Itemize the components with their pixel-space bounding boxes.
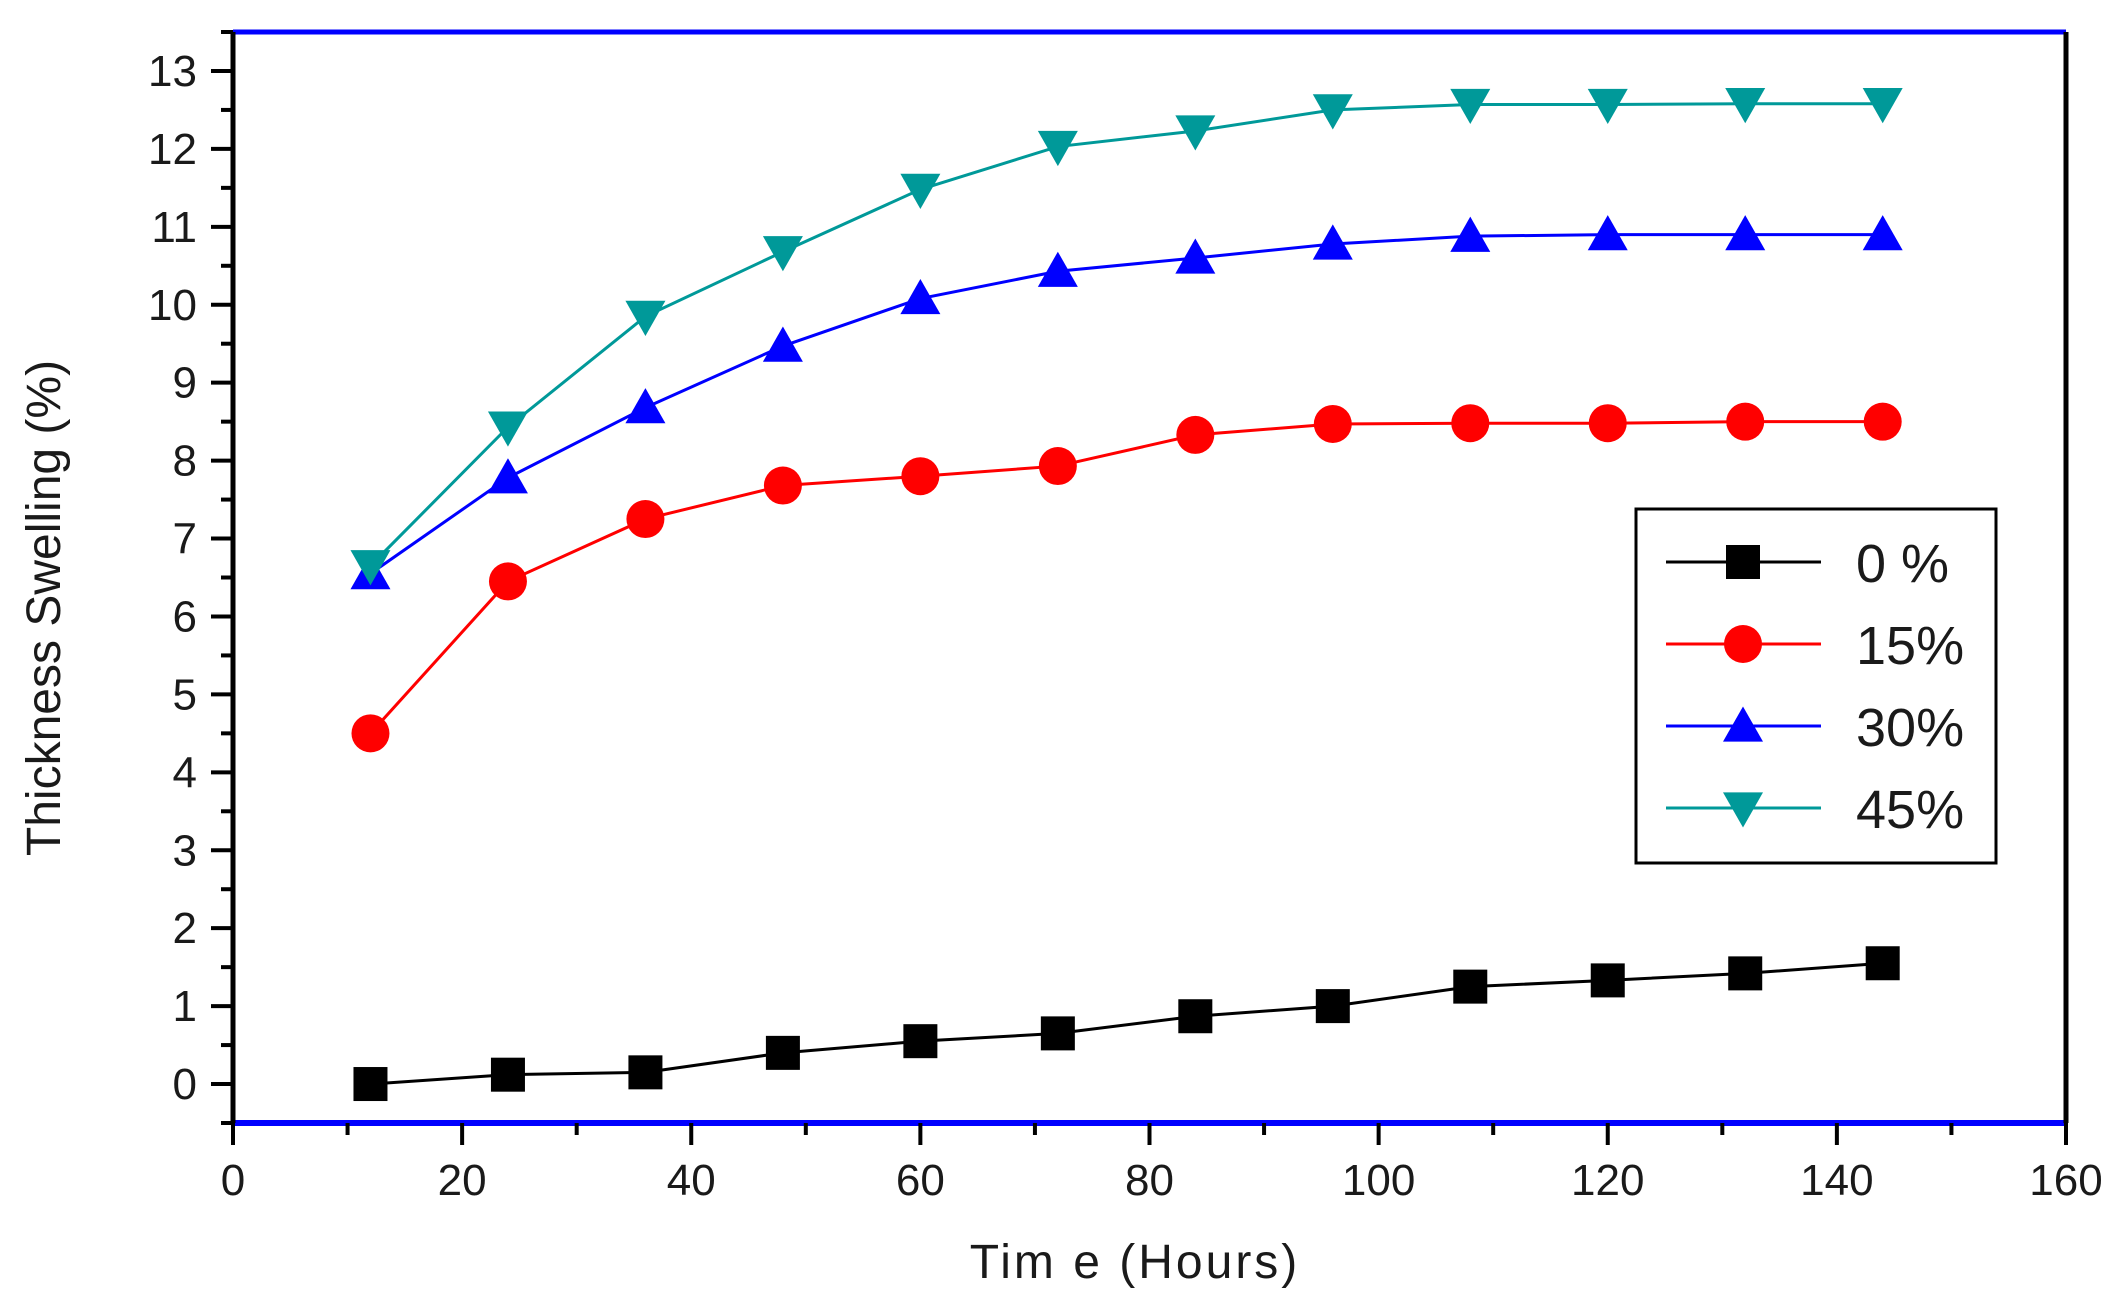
data-point [1038, 447, 1077, 486]
y-tick-label: 9 [173, 359, 197, 408]
legend-label: 30% [1856, 698, 1964, 758]
data-point [1726, 402, 1765, 441]
x-tick-label: 60 [896, 1156, 945, 1205]
data-point [900, 173, 941, 209]
legend-marker [1726, 545, 1760, 579]
y-tick-label: 3 [173, 826, 197, 875]
data-point [762, 236, 803, 272]
data-point [1175, 238, 1216, 274]
data-point [488, 562, 527, 601]
data-point [763, 466, 802, 505]
data-point [1176, 415, 1215, 454]
data-point [1451, 404, 1490, 443]
data-point [1178, 999, 1213, 1034]
y-tick-label: 12 [148, 125, 197, 174]
x-tick-label: 80 [1125, 1156, 1174, 1205]
legend-box [1634, 507, 1998, 865]
legend-marker [1723, 792, 1763, 828]
data-point [1175, 115, 1216, 151]
data-point [903, 1024, 938, 1059]
data-point [1588, 404, 1627, 443]
data-point [1453, 969, 1488, 1004]
data-point [1862, 215, 1903, 251]
data-point [1040, 1016, 1075, 1051]
data-point [626, 500, 665, 539]
y-tick-label: 11 [151, 203, 197, 252]
data-point [350, 550, 391, 586]
y-tick-label: 0 [173, 1060, 197, 1109]
data-point [1862, 88, 1903, 124]
series-line [369, 102, 1883, 567]
x-axis-title: Tim e (Hours) [970, 1236, 1301, 1289]
data-point [765, 1035, 800, 1070]
x-tick-label: 140 [1800, 1156, 1873, 1205]
series-line [369, 233, 1883, 575]
data-point [1587, 88, 1628, 125]
data-point [762, 326, 803, 362]
series-line [370, 961, 1883, 1086]
data-point [900, 278, 941, 315]
series-0 [353, 946, 1900, 1102]
legend-label: 15% [1856, 616, 1964, 676]
legend-marker [1723, 706, 1763, 742]
data-point [1450, 88, 1491, 125]
data-point [1728, 956, 1763, 991]
x-tick-label: 20 [438, 1156, 487, 1205]
data-point [351, 714, 390, 753]
series-1 [351, 402, 1902, 753]
y-tick-label: 4 [173, 748, 197, 797]
y-tick-label: 8 [173, 437, 197, 486]
y-tick-label: 6 [173, 592, 197, 641]
x-tick-label: 160 [2029, 1156, 2102, 1205]
data-point [1725, 88, 1766, 124]
legend: 0 % 15% 30% 45% [1634, 507, 1998, 865]
data-point [628, 1055, 663, 1090]
legend-label: 45% [1856, 780, 1964, 840]
x-tick-label: 120 [1571, 1156, 1644, 1205]
data-point [1590, 963, 1625, 998]
data-point [1315, 989, 1350, 1024]
data-point [1865, 946, 1900, 981]
data-point [1312, 94, 1353, 130]
y-tick-label: 2 [173, 904, 197, 953]
data-point [901, 457, 940, 496]
y-tick-label: 7 [173, 515, 197, 564]
legend-marker [1724, 625, 1762, 663]
data-point [1037, 130, 1078, 167]
series-layer [350, 88, 1903, 1102]
x-tick-label: 0 [221, 1156, 245, 1205]
x-tick-label: 40 [667, 1156, 716, 1205]
data-point [1450, 216, 1491, 252]
y-tick-label: 13 [148, 47, 197, 96]
data-point [625, 300, 666, 336]
data-point [487, 458, 528, 494]
series-2 [350, 215, 1903, 590]
data-point [1587, 215, 1628, 251]
y-axis-title: Thickness Swelling (%) [18, 360, 71, 856]
data-point [353, 1067, 388, 1102]
series-3 [350, 88, 1903, 586]
data-point [1037, 251, 1078, 287]
legend-label: 0 % [1856, 534, 1949, 594]
data-point [1863, 402, 1902, 441]
x-tick-label: 100 [1342, 1156, 1415, 1205]
y-tick-label: 5 [173, 670, 197, 719]
data-point [1725, 215, 1766, 251]
data-point [490, 1057, 525, 1092]
data-point [487, 411, 528, 447]
y-tick-label: 10 [148, 281, 197, 330]
data-point [625, 388, 666, 424]
y-tick-label: 1 [173, 982, 197, 1031]
series-line [369, 420, 1883, 735]
data-point [1313, 404, 1352, 443]
data-point [1312, 224, 1353, 260]
